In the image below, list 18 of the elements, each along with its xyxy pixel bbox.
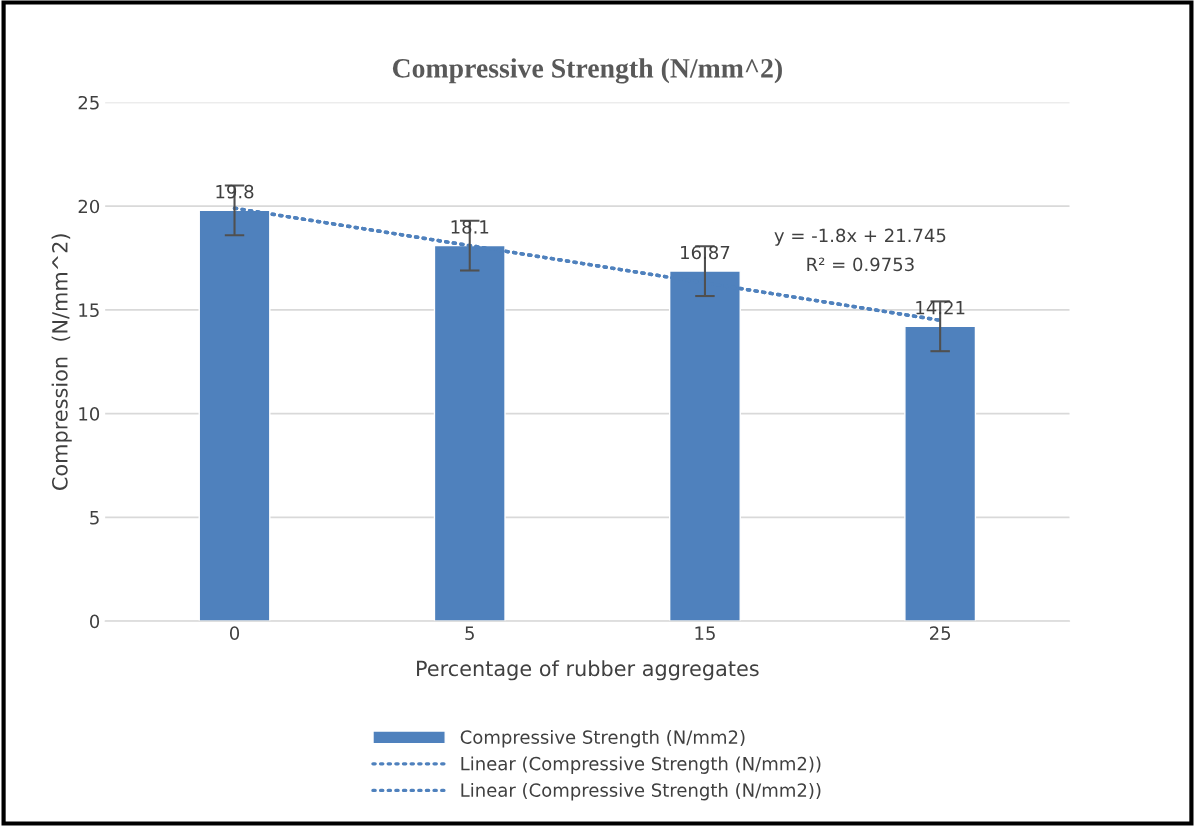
x-tick-label: 0 (229, 626, 240, 640)
x-tick-label: 25 (929, 626, 951, 640)
y-tick-label: 15 (79, 303, 99, 318)
y-tick-label: 10 (79, 407, 100, 421)
y-axis-title: Compression (N/mm^2) (51, 234, 72, 490)
y-tick-label: 25 (78, 95, 99, 110)
y-tick-label: 5 (90, 511, 99, 525)
x-tick-label: 5 (465, 626, 474, 640)
annotation: R² = 0.9753 (807, 257, 914, 272)
chart-title: Compressive Strength (N/mm^2) (392, 58, 782, 84)
legend-label: Compressive Strength (N/mm2) (460, 729, 745, 748)
y-tick-label: 0 (90, 614, 100, 629)
legend-label: Linear (Compressive Strength (N/mm2)) (461, 782, 821, 801)
x-axis-title: Percentage of rubber aggregates (417, 660, 759, 681)
annotation: y = -1.8x + 21.745 (774, 228, 946, 246)
y-tick-label: 20 (78, 199, 100, 214)
legend-label: Linear (Compressive Strength (N/mm2)) (461, 756, 821, 774)
x-tick-label: 15 (695, 626, 715, 640)
